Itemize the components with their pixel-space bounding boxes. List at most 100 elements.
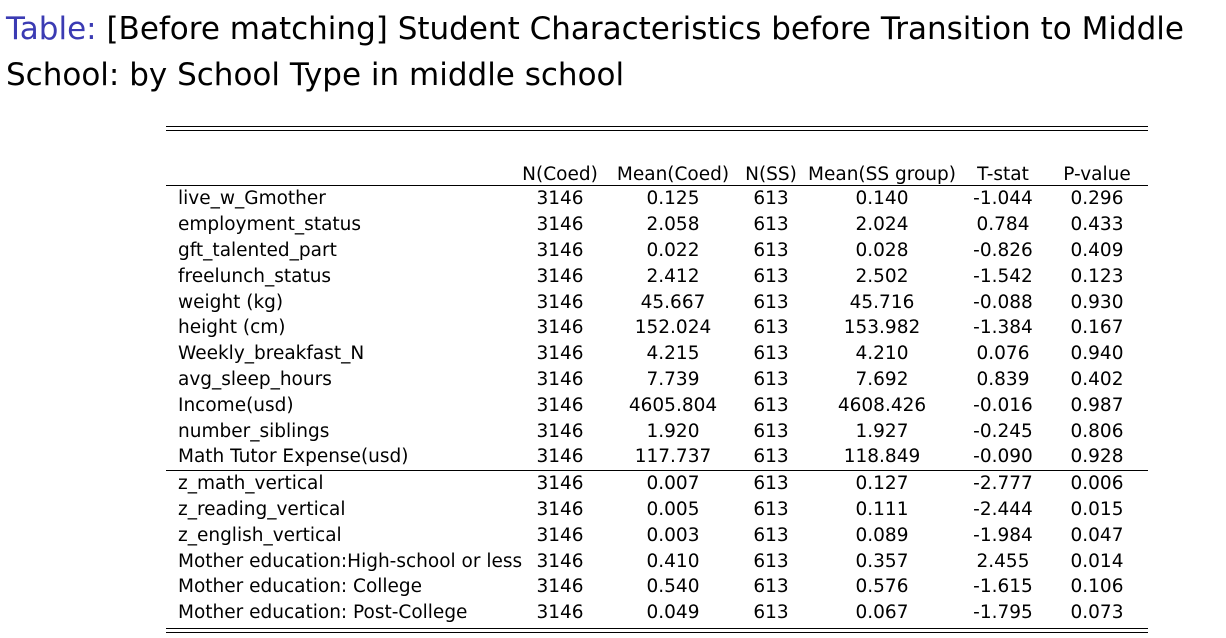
cell-p-value: 0.940 (1070, 343, 1124, 365)
cell-mean-coed: 1.920 (646, 420, 700, 442)
table-row: number_siblings 3146 1.920 613 1.927 -0.245 0.… (166, 418, 1148, 444)
cell-p-value: 0.806 (1070, 420, 1124, 442)
cell-mean-ss: 2.024 (855, 214, 909, 236)
cell-p-value: 0.928 (1070, 446, 1124, 468)
cell-t-stat: -0.016 (973, 394, 1033, 416)
cell-p-value: 0.106 (1070, 576, 1124, 598)
cell-p-value: 0.073 (1070, 602, 1124, 624)
balance-table: N(Coed) Mean(Coed) N(SS) Mean(SS group) … (166, 131, 1148, 626)
cell-mean-coed: 0.049 (646, 602, 700, 624)
cell-mean-ss: 1.927 (855, 420, 909, 442)
cell-n-coed: 3146 (536, 602, 584, 624)
cell-mean-ss: 0.127 (804, 469, 960, 497)
cell-n-ss: 613 (753, 394, 789, 416)
cell-mean-coed: 4605.804 (628, 394, 718, 416)
cell-mean-coed: 4.215 (646, 343, 700, 365)
table-row: gft_talented_part 3146 0.022 613 0.028 -0.826… (166, 238, 1148, 264)
cell-t-stat: -1.542 (973, 265, 1033, 287)
header-cell-t-stat: T-stat (960, 159, 1046, 186)
cell-n-coed: 3146 (536, 498, 584, 520)
row-label: Mother education:High-school or less (178, 550, 523, 572)
cell-n-coed: 3146 (512, 469, 608, 497)
cell-mean-ss: 0.111 (855, 498, 909, 520)
cell-n-coed: 3146 (536, 291, 584, 313)
table-row: live_w_Gmother 3146 0.125 613 0.140 -1.044 0.2… (166, 186, 1148, 212)
cell-n-ss: 613 (753, 214, 789, 236)
cell-mean-ss: 0.067 (855, 602, 909, 624)
cell-n-ss: 613 (753, 291, 789, 313)
cell-mean-ss: 0.089 (855, 524, 909, 546)
cell-n-ss: 613 (753, 368, 789, 390)
row-label: live_w_Gmother (178, 188, 326, 210)
row-label: Mother education: College (178, 576, 423, 598)
table-row: Mother education: College 3146 0.540 613 0.5… (166, 574, 1148, 600)
cell-n-coed: 3146 (536, 239, 584, 261)
row-label: Mother education: Post-College (178, 602, 468, 624)
cell-p-value: 0.047 (1070, 524, 1124, 546)
bottom-rule-second (166, 631, 1148, 633)
cell-n-coed: 3146 (536, 420, 584, 442)
cell-n-coed: 3146 (536, 317, 584, 339)
cell-mean-ss: 4608.426 (837, 394, 927, 416)
cell-n-ss: 613 (753, 498, 789, 520)
row-label: employment_status (178, 214, 362, 236)
row-label: weight (kg) (178, 291, 284, 313)
cell-p-value: 0.167 (1070, 317, 1124, 339)
table-row: Weekly_breakfast_N 3146 4.215 613 4.210 0.076… (166, 341, 1148, 367)
cell-n-coed: 3146 (536, 446, 584, 468)
cell-mean-coed: 0.022 (646, 239, 700, 261)
balance-table-container: N(Coed) Mean(Coed) N(SS) Mean(SS group) … (166, 126, 1148, 633)
cell-t-stat: -0.826 (973, 239, 1033, 261)
cell-n-ss: 613 (753, 550, 789, 572)
cell-mean-coed: 117.737 (634, 446, 712, 468)
cell-n-coed: 3146 (536, 343, 584, 365)
row-label: number_siblings (178, 420, 330, 442)
row-label: z_math_vertical (166, 469, 512, 497)
cell-mean-ss: 0.140 (855, 188, 909, 210)
row-label: gft_talented_part (178, 239, 337, 261)
cell-mean-coed: 0.125 (646, 188, 700, 210)
cell-p-value: 0.014 (1070, 550, 1124, 572)
cell-n-ss: 613 (753, 188, 789, 210)
cell-n-ss: 613 (753, 239, 789, 261)
table-row: Math Tutor Expense(usd) 3146 117.737 613 118… (166, 444, 1148, 470)
top-rule-second (166, 130, 1148, 131)
table-row: freelunch_status 3146 2.412 613 2.502 -1.542 0… (166, 263, 1148, 289)
cell-n-ss: 613 (753, 524, 789, 546)
cell-mean-coed: 2.058 (646, 214, 700, 236)
cell-mean-coed: 0.003 (646, 524, 700, 546)
table-body: live_w_Gmother 3146 0.125 613 0.140 -1.044 0.2… (166, 186, 1148, 626)
cell-n-ss: 613 (738, 469, 804, 497)
caption-label: Table: (6, 11, 97, 47)
cell-n-ss: 613 (753, 317, 789, 339)
bottom-rule (166, 627, 1148, 629)
cell-t-stat: 0.839 (976, 368, 1030, 390)
cell-t-stat: -1.795 (973, 602, 1033, 624)
cell-mean-ss: 0.357 (855, 550, 909, 572)
row-label: z_english_vertical (178, 524, 342, 546)
cell-n-coed: 3146 (536, 214, 584, 236)
table-row: Mother education: Post-College 3146 0.049 6… (166, 600, 1148, 626)
cell-mean-ss: 4.210 (855, 343, 909, 365)
cell-mean-coed: 2.412 (646, 265, 700, 287)
top-rule (166, 126, 1148, 127)
cell-t-stat: -1.984 (973, 524, 1033, 546)
cell-t-stat: 2.455 (976, 550, 1030, 572)
cell-n-coed: 3146 (536, 188, 584, 210)
cell-p-value: 0.409 (1070, 239, 1124, 261)
cell-p-value: 0.402 (1070, 368, 1124, 390)
cell-mean-ss: 0.028 (855, 239, 909, 261)
cell-mean-ss: 45.716 (849, 291, 915, 313)
header-cell-n-ss: N(SS) (738, 159, 804, 186)
cell-n-ss: 613 (753, 602, 789, 624)
header-cell-mean-ss: Mean(SS group) (804, 159, 960, 186)
table-row: weight (kg) 3146 45.667 613 45.716 -0.088 0.93… (166, 289, 1148, 315)
row-label: z_reading_vertical (178, 498, 346, 520)
cell-t-stat: -0.088 (973, 291, 1033, 313)
cell-t-stat: -2.444 (973, 498, 1033, 520)
cell-n-coed: 3146 (536, 394, 584, 416)
table-row: z_reading_vertical 3146 0.005 613 0.111 -2.44… (166, 497, 1148, 523)
cell-mean-ss: 2.502 (855, 265, 909, 287)
cell-mean-coed: 0.540 (646, 576, 700, 598)
cell-mean-ss: 7.692 (855, 368, 909, 390)
